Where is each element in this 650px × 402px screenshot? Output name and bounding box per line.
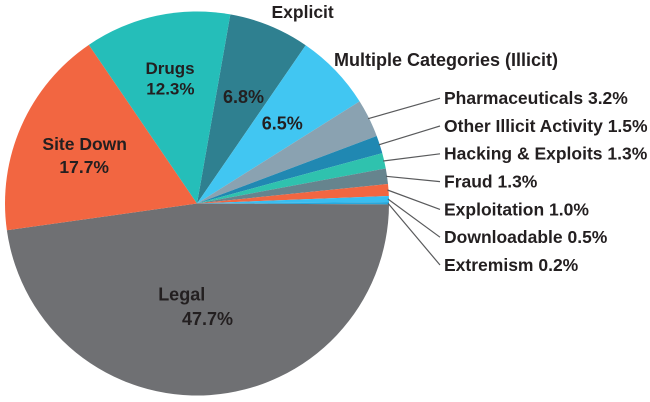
svg-text:Downloadable 0.5%: Downloadable 0.5% — [444, 227, 608, 247]
svg-text:Extremism 0.2%: Extremism 0.2% — [444, 255, 579, 275]
svg-text:Multiple Categories (Illicit): Multiple Categories (Illicit) — [334, 50, 558, 70]
svg-text:Legal: Legal — [158, 284, 205, 304]
svg-text:12.3%: 12.3% — [146, 80, 194, 99]
svg-text:Drugs: Drugs — [145, 59, 194, 78]
svg-text:Explicit: Explicit — [272, 2, 334, 22]
svg-text:6.8%: 6.8% — [223, 87, 264, 107]
svg-text:Exploitation 1.0%: Exploitation 1.0% — [444, 199, 589, 219]
svg-text:6.5%: 6.5% — [262, 113, 303, 133]
svg-text:Pharmaceuticals 3.2%: Pharmaceuticals 3.2% — [444, 88, 628, 108]
svg-text:Hacking & Exploits 1.3%: Hacking & Exploits 1.3% — [444, 144, 648, 164]
svg-text:17.7%: 17.7% — [59, 157, 109, 177]
svg-text:47.7%: 47.7% — [182, 309, 233, 329]
svg-text:Other Illicit Activity 1.5%: Other Illicit Activity 1.5% — [444, 116, 648, 136]
svg-text:Site Down: Site Down — [42, 134, 127, 154]
svg-text:Fraud 1.3%: Fraud 1.3% — [444, 172, 538, 192]
